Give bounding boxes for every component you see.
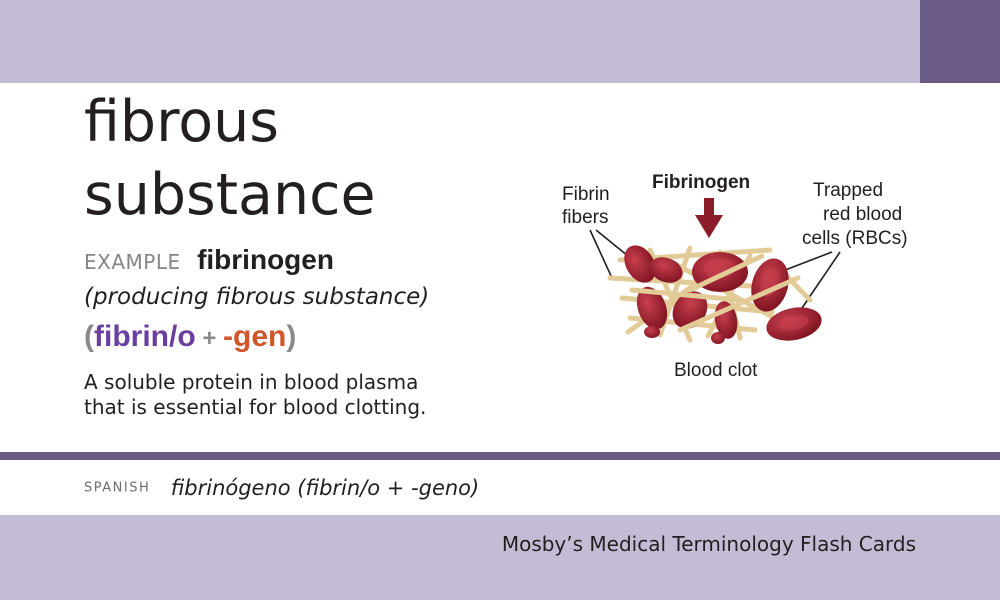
footer-title: Mosby’s Medical Terminology Flash Cards xyxy=(501,532,916,556)
label-fibrin-line1: Fibrin xyxy=(562,184,610,205)
leader-line-rbc-a xyxy=(779,251,833,273)
breakdown-close-paren: ) xyxy=(286,320,297,353)
fibrin-fibers-front xyxy=(629,253,801,333)
breakdown-open-paren: ( xyxy=(84,320,94,353)
section-divider xyxy=(0,452,1000,460)
definition-line-1: A soluble protein in blood plasma xyxy=(84,370,419,394)
label-fibrin-line2: fibers xyxy=(562,207,608,228)
label-trapped-line1: Trapped xyxy=(813,180,883,201)
top-header-band xyxy=(0,0,920,83)
spanish-translation: fibrinógeno (fibrin/o + -geno) xyxy=(170,476,480,500)
bottom-footer-band xyxy=(0,515,1000,600)
blood-clot-svg: Fibrin fibers Fibrinogen Trapped red blo… xyxy=(562,172,908,381)
corner-tab xyxy=(920,0,1000,83)
label-blood-clot: Blood clot xyxy=(674,360,758,381)
leader-line-fibrin-a xyxy=(589,229,613,279)
definition-line-2: that is essential for blood clotting. xyxy=(84,395,427,419)
breakdown-root: fibrin/o xyxy=(94,320,196,353)
blood-clot-illustration: Fibrin fibers Fibrinogen Trapped red blo… xyxy=(540,160,940,400)
example-word: fibrinogen xyxy=(197,244,334,275)
example-row: EXAMPLE fibrinogen xyxy=(84,244,334,276)
term-line-2: substance xyxy=(84,162,376,228)
breakdown-suffix: -gen xyxy=(223,320,287,353)
red-blood-cells xyxy=(624,245,822,344)
leader-line-fibrin-b xyxy=(595,229,629,257)
term-line-1: fibrous xyxy=(84,89,279,155)
example-label: EXAMPLE xyxy=(84,250,181,274)
label-trapped-line3: cells (RBCs) xyxy=(802,228,908,249)
spanish-row: SPANISH fibrinógeno (fibrin/o + -geno) xyxy=(84,476,479,500)
spanish-label: SPANISH xyxy=(84,480,151,496)
term-heading: fibrous substance xyxy=(84,86,524,232)
definition: A soluble protein in blood plasma that i… xyxy=(84,370,524,420)
fibrinogen-arrow-icon xyxy=(695,198,723,238)
word-breakdown: (fibrin/o + -gen) xyxy=(84,320,296,354)
example-meaning: (producing fibrous substance) xyxy=(84,284,430,310)
breakdown-plus: + xyxy=(195,325,224,352)
label-trapped-line2: red blood xyxy=(823,204,902,225)
label-fibrinogen: Fibrinogen xyxy=(652,172,750,193)
